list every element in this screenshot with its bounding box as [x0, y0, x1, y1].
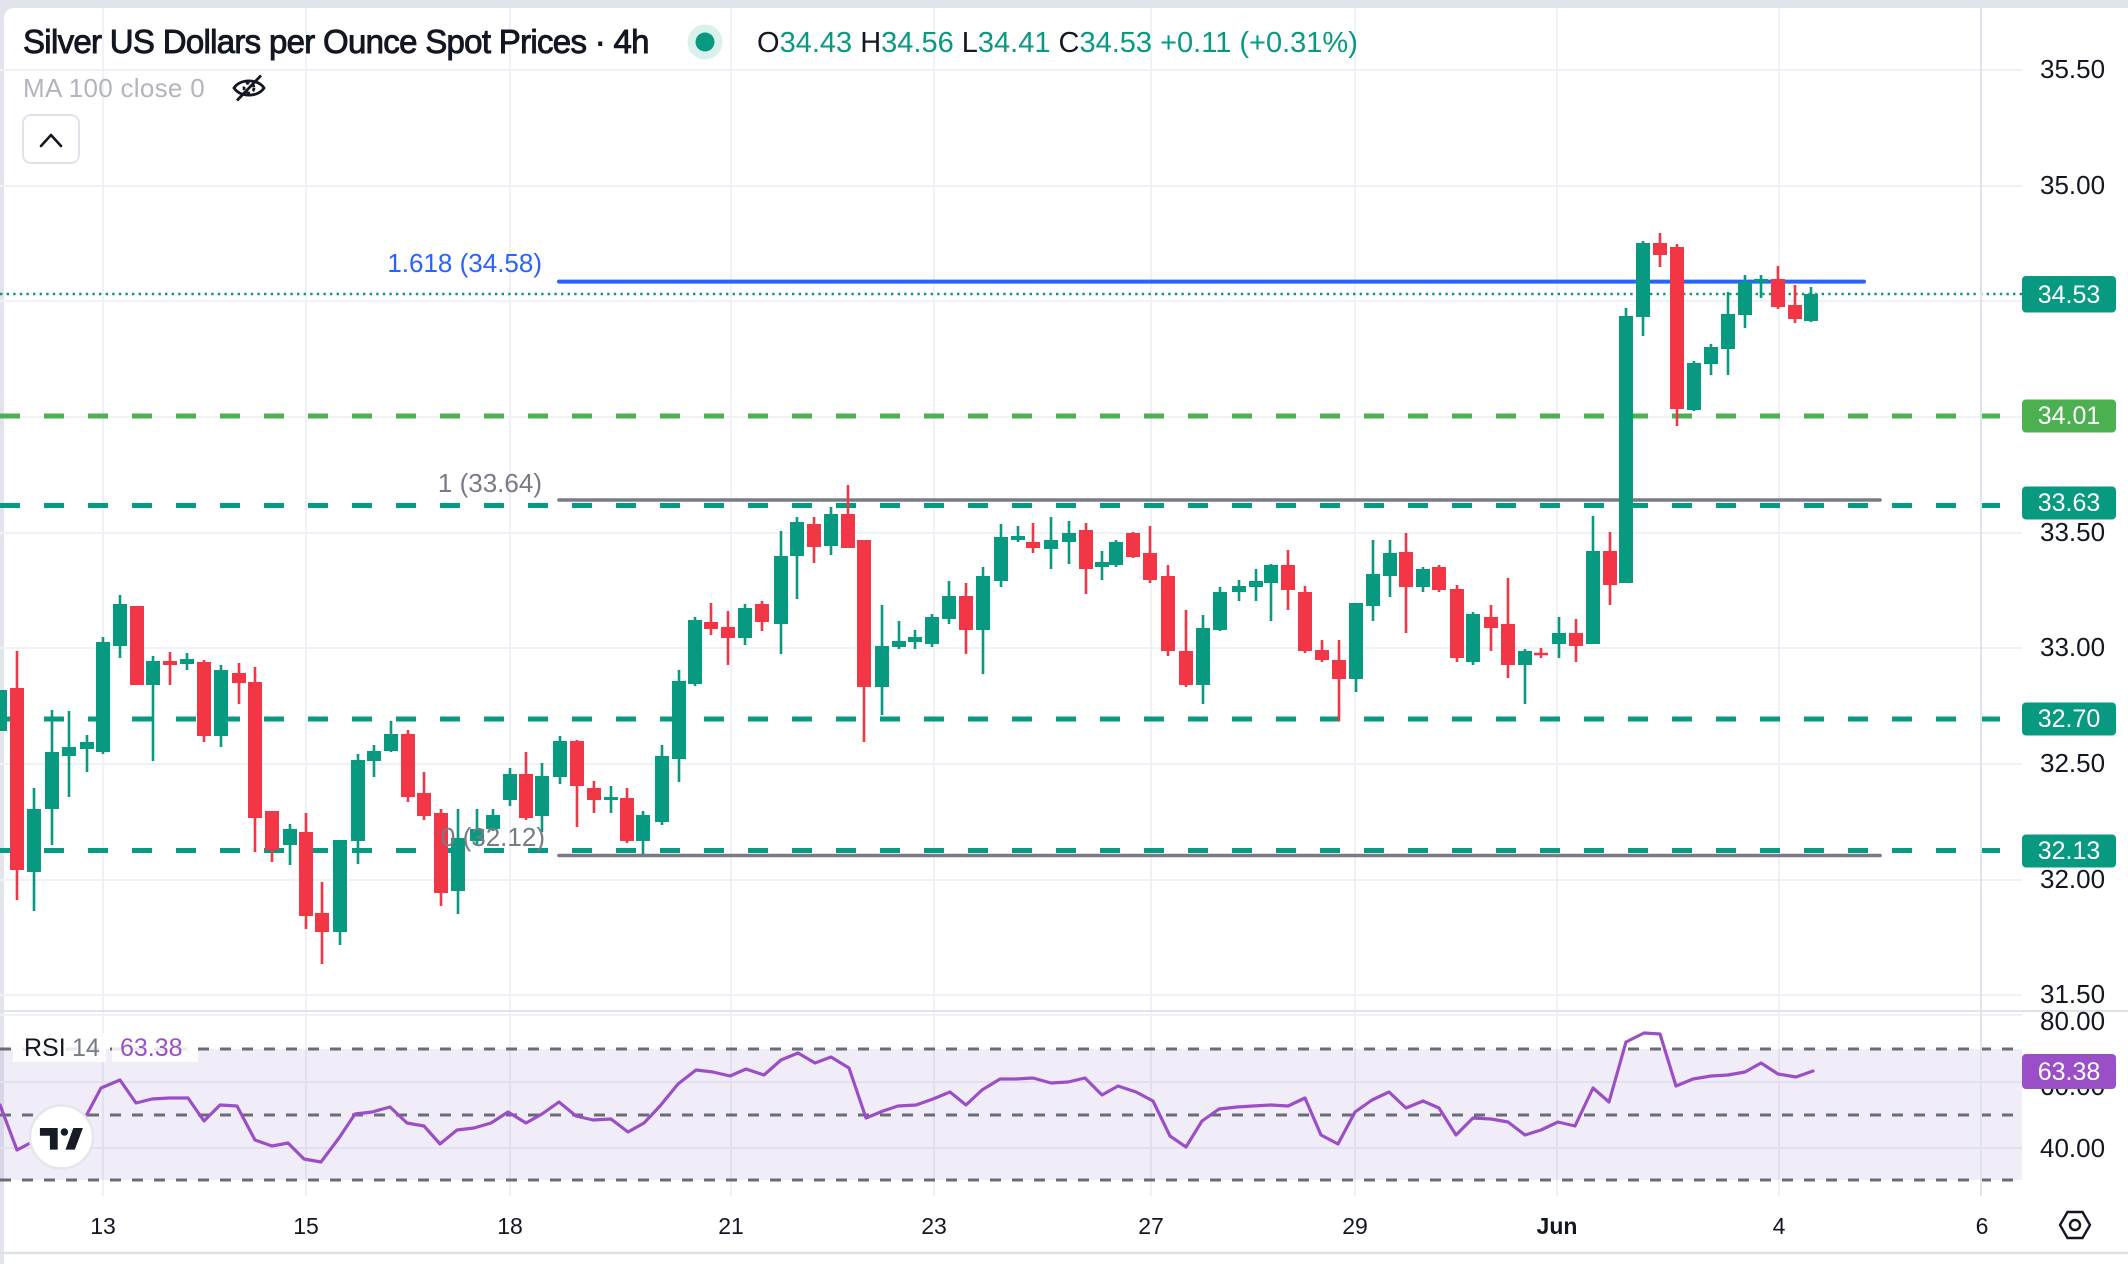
svg-text:32.50: 32.50 — [2040, 748, 2105, 778]
svg-text:14: 14 — [72, 1034, 100, 1062]
svg-text:27: 27 — [1138, 1213, 1164, 1239]
svg-text:RSI: RSI — [24, 1034, 66, 1062]
svg-text:1 (33.64): 1 (33.64) — [438, 468, 542, 498]
svg-text:80.00: 80.00 — [2040, 1006, 2105, 1036]
svg-text:6: 6 — [1976, 1213, 1989, 1239]
svg-text:MA 100 close 0: MA 100 close 0 — [23, 73, 205, 103]
svg-text:33.63: 33.63 — [2038, 489, 2101, 517]
svg-text:35.00: 35.00 — [2040, 170, 2105, 200]
svg-text:21: 21 — [718, 1213, 744, 1239]
svg-text:34.53: 34.53 — [2038, 281, 2101, 309]
svg-text:Silver US Dollars per Ounce Sp: Silver US Dollars per Ounce Spot Prices … — [23, 23, 649, 60]
svg-text:Jun: Jun — [1537, 1213, 1578, 1239]
svg-text:63.38: 63.38 — [120, 1034, 183, 1062]
svg-text:34.01: 34.01 — [2038, 402, 2101, 430]
svg-text:1.618 (34.58): 1.618 (34.58) — [387, 248, 542, 278]
svg-text:31.50: 31.50 — [2040, 979, 2105, 1009]
svg-text:29: 29 — [1342, 1213, 1368, 1239]
svg-text:40.00: 40.00 — [2040, 1133, 2105, 1163]
svg-text:23: 23 — [921, 1213, 947, 1239]
svg-text:0 (32.12): 0 (32.12) — [441, 822, 545, 852]
svg-text:4: 4 — [1773, 1213, 1786, 1239]
svg-text:63.38: 63.38 — [2038, 1058, 2101, 1086]
svg-text:15: 15 — [293, 1213, 319, 1239]
svg-text:33.50: 33.50 — [2040, 517, 2105, 547]
svg-text:O34.43 H34.56 L34.41 C34.53 +0: O34.43 H34.56 L34.41 C34.53 +0.11 (+0.31… — [757, 27, 1358, 59]
svg-text:32.70: 32.70 — [2038, 705, 2101, 733]
svg-text:32.13: 32.13 — [2038, 837, 2101, 865]
svg-text:13: 13 — [90, 1213, 116, 1239]
svg-text:32.00: 32.00 — [2040, 864, 2105, 894]
svg-text:33.00: 33.00 — [2040, 632, 2105, 662]
svg-text:18: 18 — [497, 1213, 523, 1239]
svg-text:35.50: 35.50 — [2040, 54, 2105, 84]
